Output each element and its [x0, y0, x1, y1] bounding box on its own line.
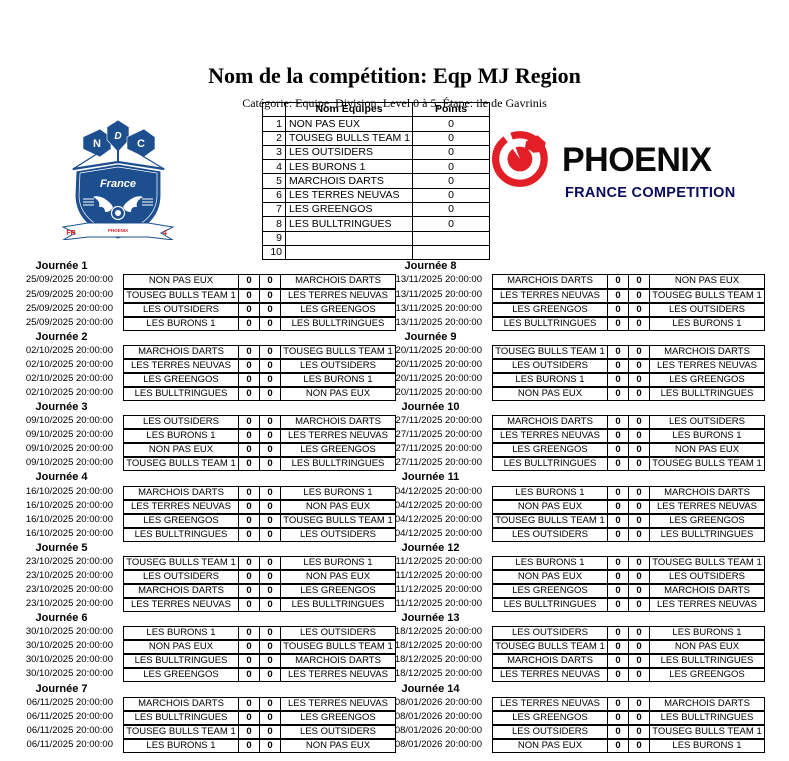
svg-text:N: N — [93, 138, 101, 150]
svg-text:France: France — [100, 178, 136, 190]
svg-text:FR: FR — [66, 230, 75, 237]
svg-text:D: D — [114, 131, 121, 142]
svg-text:4: 4 — [163, 230, 167, 237]
svg-text:PHOENIX: PHOENIX — [108, 228, 128, 233]
svg-text:C: C — [137, 138, 145, 150]
